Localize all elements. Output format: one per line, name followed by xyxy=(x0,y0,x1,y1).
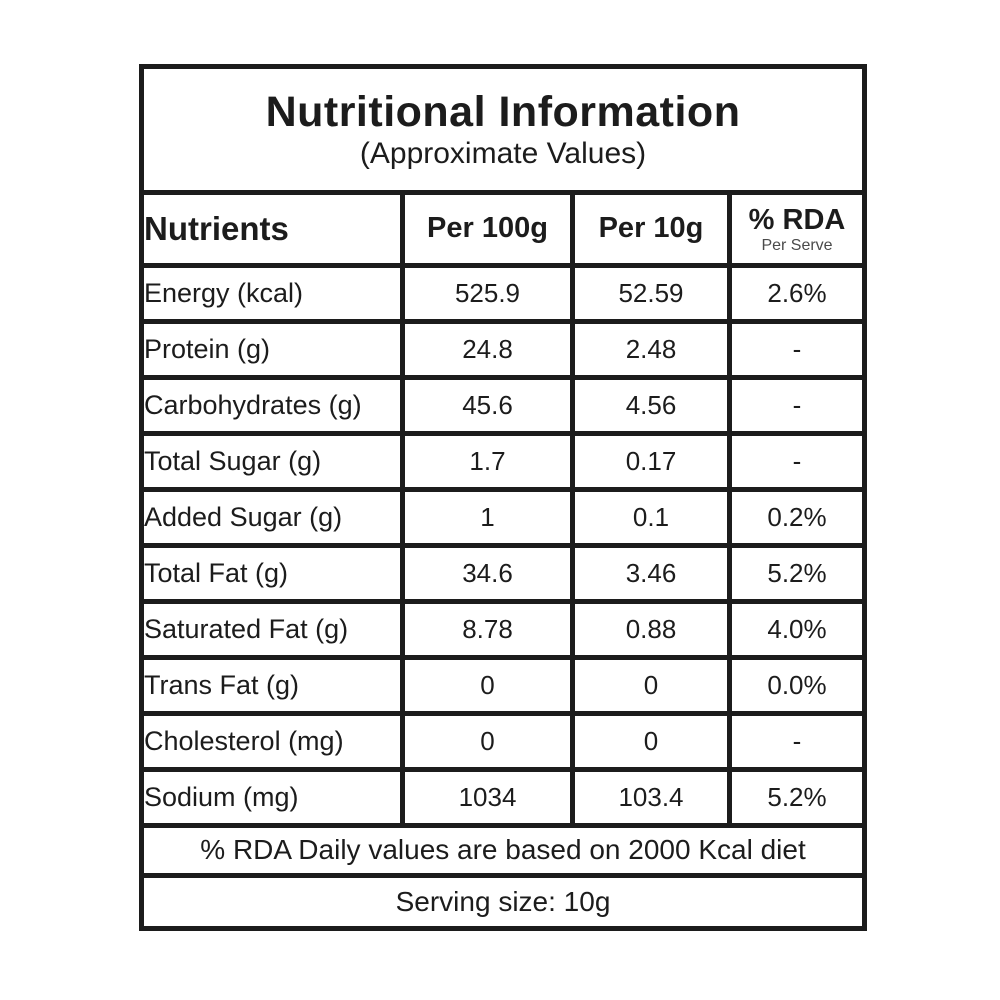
title-row: Nutritional Information (Approximate Val… xyxy=(138,64,868,195)
per10-cell: 0 xyxy=(570,710,732,772)
page-title: Nutritional Information xyxy=(265,88,741,137)
nutrient-cell: Total Sugar (g) xyxy=(139,430,405,492)
per100-cell: 1 xyxy=(400,486,575,548)
rda-header-sublabel: Per Serve xyxy=(761,236,833,254)
table-row-added-sugar: Added Sugar (g) 1 0.1 0.2% xyxy=(139,486,868,548)
per10-cell: 3.46 xyxy=(570,542,732,604)
footnote-row: % RDA Daily values are based on 2000 Kca… xyxy=(138,822,868,879)
nutrient-cell: Total Fat (g) xyxy=(139,542,405,604)
column-header-nutrients: Nutrients xyxy=(139,189,405,269)
rda-cell: - xyxy=(726,319,868,380)
table-row-carbohydrates: Carbohydrates (g) 45.6 4.56 - xyxy=(139,374,868,436)
nutrient-cell: Trans Fat (g) xyxy=(139,654,405,716)
per100-cell: 1034 xyxy=(400,766,575,828)
rda-cell: 5.2% xyxy=(726,542,868,604)
per10-cell: 4.56 xyxy=(570,374,732,436)
nutrition-table: Nutritional Information (Approximate Val… xyxy=(138,64,868,931)
table-row-cholesterol: Cholesterol (mg) 0 0 - xyxy=(139,710,868,772)
per10-cell: 0.88 xyxy=(570,598,732,660)
nutrient-cell: Cholesterol (mg) xyxy=(139,710,405,772)
nutrient-cell: Sodium (mg) xyxy=(139,766,405,828)
rda-cell: 4.0% xyxy=(726,598,868,660)
per100-cell: 45.6 xyxy=(400,374,575,436)
per10-cell: 103.4 xyxy=(570,766,732,828)
serving-size: Serving size: 10g xyxy=(138,873,868,931)
per100-cell: 8.78 xyxy=(400,598,575,660)
rda-footnote: % RDA Daily values are based on 2000 Kca… xyxy=(138,822,868,879)
serving-row: Serving size: 10g xyxy=(138,873,868,931)
per10-cell: 52.59 xyxy=(570,263,732,325)
column-header-per100g: Per 100g xyxy=(400,189,575,269)
per100-cell: 24.8 xyxy=(400,319,575,380)
nutrient-cell: Added Sugar (g) xyxy=(139,486,405,548)
table-row-energy: Energy (kcal) 525.9 52.59 2.6% xyxy=(139,263,868,325)
per10-cell: 0.1 xyxy=(570,486,732,548)
rda-cell: 5.2% xyxy=(726,766,868,828)
per100-cell: 0 xyxy=(400,654,575,716)
rda-header-label: % RDA xyxy=(748,203,846,236)
page-subtitle: (Approximate Values) xyxy=(359,136,647,170)
per100-cell: 0 xyxy=(400,710,575,772)
rda-cell: 0.2% xyxy=(726,486,868,548)
per10-cell: 0 xyxy=(570,654,732,716)
table-header-row: Nutrients Per 100g Per 10g % RDA Per Ser… xyxy=(139,189,868,269)
nutrient-cell: Protein (g) xyxy=(139,319,405,380)
nutrient-cell: Energy (kcal) xyxy=(139,263,405,325)
table-row-total-sugar: Total Sugar (g) 1.7 0.17 - xyxy=(139,430,868,492)
nutrient-cell: Saturated Fat (g) xyxy=(139,598,405,660)
nutrient-cell: Carbohydrates (g) xyxy=(139,374,405,436)
title-cell: Nutritional Information (Approximate Val… xyxy=(138,64,868,195)
table-row-saturated-fat: Saturated Fat (g) 8.78 0.88 4.0% xyxy=(139,598,868,660)
table-row-trans-fat: Trans Fat (g) 0 0 0.0% xyxy=(139,654,868,716)
rda-cell: 0.0% xyxy=(726,654,868,716)
per100-cell: 1.7 xyxy=(400,430,575,492)
rda-cell: - xyxy=(726,374,868,436)
per100-cell: 525.9 xyxy=(400,263,575,325)
rda-cell: 2.6% xyxy=(726,263,868,325)
table-row-protein: Protein (g) 24.8 2.48 - xyxy=(139,319,868,380)
column-header-per10g: Per 10g xyxy=(570,189,732,269)
per10-cell: 0.17 xyxy=(570,430,732,492)
rda-cell: - xyxy=(726,430,868,492)
per10-cell: 2.48 xyxy=(570,319,732,380)
table-row-sodium: Sodium (mg) 1034 103.4 5.2% xyxy=(139,766,868,828)
rda-cell: - xyxy=(726,710,868,772)
column-header-rda: % RDA Per Serve xyxy=(726,189,868,269)
per100-cell: 34.6 xyxy=(400,542,575,604)
table-row-total-fat: Total Fat (g) 34.6 3.46 5.2% xyxy=(139,542,868,604)
